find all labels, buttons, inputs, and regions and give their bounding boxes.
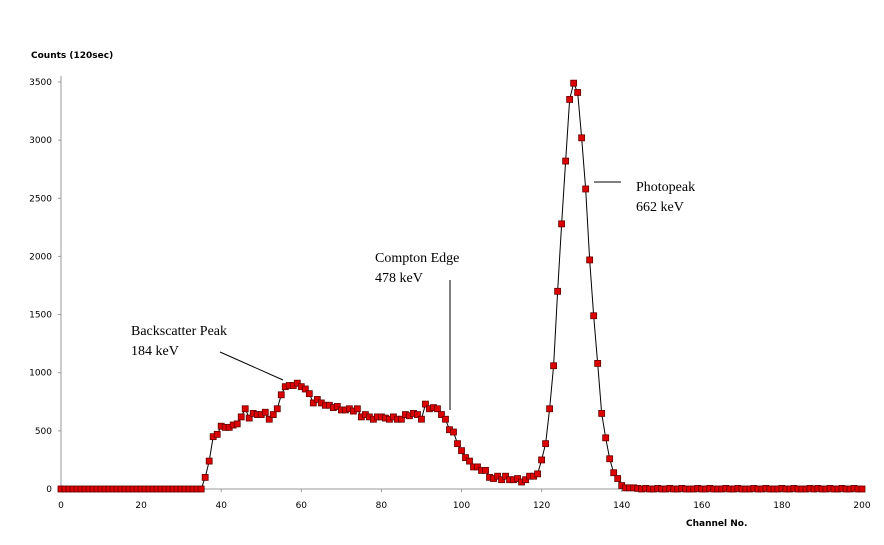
data-point [594, 360, 602, 367]
data-point [333, 403, 341, 410]
data-point [606, 455, 614, 463]
annotation: 662 keV [636, 200, 684, 215]
data-point [205, 457, 213, 465]
data-point [566, 96, 574, 103]
data-point [213, 430, 221, 438]
data-point [578, 134, 586, 142]
x-tick-label: 80 [376, 501, 388, 511]
data-point [233, 420, 241, 428]
y-tick-label: 3000 [29, 136, 52, 146]
data-point [201, 473, 209, 481]
data-point [245, 414, 253, 422]
annotation: 478 keV [375, 271, 423, 286]
data-point [313, 396, 321, 403]
y-tick-label: 1000 [29, 369, 52, 379]
data-point [265, 415, 273, 423]
data-point [542, 440, 550, 448]
data-point [498, 476, 505, 484]
annotation-pointer [219, 351, 284, 381]
data-point [502, 472, 509, 480]
data-point [438, 411, 445, 418]
y-tick-label: 2000 [29, 252, 52, 262]
data-point [582, 185, 590, 193]
annotation: 184 keV [131, 344, 179, 359]
data-point [602, 434, 610, 442]
data-point [301, 385, 309, 393]
x-tick-label: 160 [693, 501, 710, 511]
x-tick-label: 60 [296, 501, 308, 511]
data-point [261, 408, 269, 416]
data-point [482, 466, 489, 474]
data-point [514, 475, 521, 482]
x-axis-label: Channel No. [686, 519, 747, 529]
data-point [273, 405, 281, 413]
data-point [570, 79, 578, 87]
data-point [610, 469, 618, 477]
data-point [309, 399, 317, 407]
x-tick-label: 100 [453, 501, 470, 511]
data-point [598, 410, 606, 417]
data-point [550, 362, 558, 370]
data-point [434, 405, 441, 413]
data-point [241, 405, 249, 413]
y-tick-label: 1500 [29, 311, 52, 321]
data-point [458, 447, 465, 455]
y-tick-label: 3500 [29, 78, 52, 88]
data-point [590, 312, 598, 320]
x-tick-label: 180 [773, 501, 790, 511]
data-point [534, 470, 541, 478]
x-tick-label: 140 [613, 501, 630, 511]
annotation: Compton Edge [375, 251, 459, 266]
y-tick-label: 2500 [29, 194, 52, 204]
x-tick-label: 0 [58, 501, 64, 511]
data-point [546, 405, 554, 413]
x-tick-label: 40 [215, 501, 227, 511]
data-point [293, 379, 301, 387]
data-point [197, 485, 205, 493]
data-point [558, 220, 566, 228]
data-point [418, 415, 425, 423]
data-point [269, 411, 277, 418]
data-point [398, 415, 405, 423]
data-point [494, 472, 501, 480]
data-point [237, 413, 245, 421]
data-point [277, 391, 285, 399]
data-point [538, 456, 545, 464]
y-tick-label: 0 [46, 485, 52, 495]
y-axis-label: Counts (120sec) [31, 51, 113, 61]
data-point [454, 440, 461, 448]
data-point [574, 89, 582, 96]
data-point [422, 400, 429, 408]
data-point [414, 411, 421, 418]
data-point [442, 415, 449, 423]
data-point [858, 485, 866, 493]
data-point [586, 256, 594, 264]
data-point [474, 463, 481, 471]
data-point [614, 475, 622, 482]
x-tick-label: 20 [135, 501, 147, 511]
x-tick-label: 200 [853, 501, 870, 511]
annotation: Photopeak [636, 180, 695, 195]
data-point [450, 428, 457, 436]
data-point [462, 454, 469, 462]
data-point [562, 157, 570, 165]
y-tick-label: 500 [35, 427, 52, 437]
annotation: Backscatter Peak [131, 324, 227, 339]
data-point [466, 457, 473, 465]
data-point [353, 405, 361, 413]
data-point [522, 476, 529, 484]
data-point [305, 390, 313, 398]
data-point [554, 287, 562, 295]
x-tick-label: 120 [533, 501, 550, 511]
